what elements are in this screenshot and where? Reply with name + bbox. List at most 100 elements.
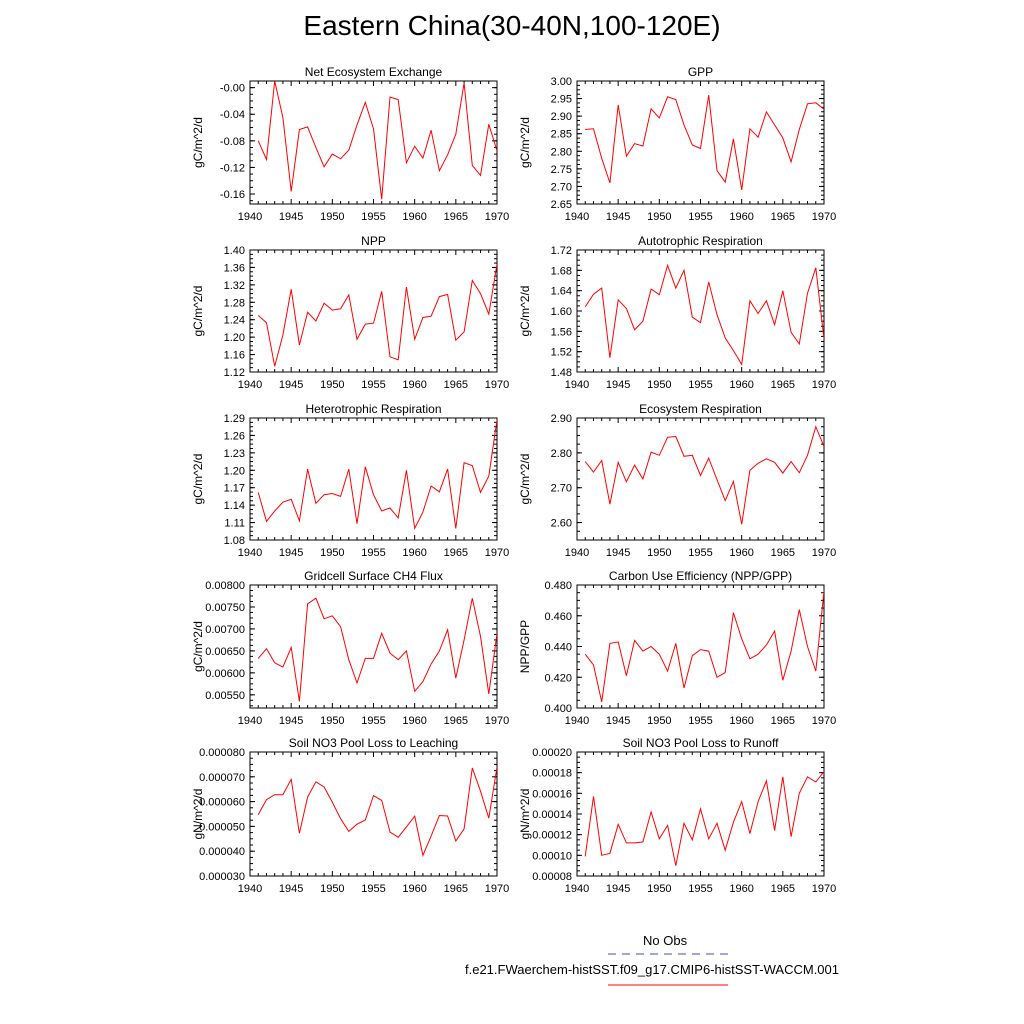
y-tick-label: 0.00018 <box>532 768 572 780</box>
y-tick-label: 1.26 <box>224 430 245 442</box>
x-tick-label: 1960 <box>402 715 426 727</box>
x-tick-label: 1955 <box>688 547 712 559</box>
y-tick-label: 0.460 <box>544 611 572 623</box>
x-tick-label: 1970 <box>812 715 836 727</box>
x-tick-label: 1940 <box>565 211 589 223</box>
x-tick-label: 1945 <box>606 379 630 391</box>
y-tick-label: -0.00 <box>220 83 245 95</box>
y-axis-label: gC/m^2/d <box>191 117 205 168</box>
y-tick-label: 1.40 <box>224 245 245 257</box>
y-tick-label: 1.29 <box>224 413 245 425</box>
y-tick-label: 1.20 <box>224 332 245 344</box>
plot-frame <box>576 751 825 877</box>
y-axis-label: gC/m^2/d <box>518 454 532 505</box>
x-tick-label: 1940 <box>565 547 589 559</box>
y-tick-label: 1.12 <box>224 367 245 379</box>
x-tick-label: 1950 <box>647 211 671 223</box>
series-line <box>584 591 824 703</box>
y-tick-label: 0.420 <box>544 672 572 684</box>
x-tick-label: 1955 <box>361 211 385 223</box>
x-tick-label: 1965 <box>771 883 795 895</box>
x-tick-label: 1940 <box>238 547 262 559</box>
x-tick-label: 1950 <box>647 883 671 895</box>
x-tick-label: 1960 <box>729 883 753 895</box>
y-axis-label: gN/m^2/d <box>191 789 205 840</box>
panel-title: Autotrophic Respiration <box>638 234 763 248</box>
chart-panel-5: Heterotrophic Respiration gC/m^2/d 1940 194… <box>191 402 509 559</box>
x-tick-label: 1940 <box>238 883 262 895</box>
y-tick-label: 0.00800 <box>205 580 245 592</box>
series-line <box>257 419 497 531</box>
y-axis-label: NPP/GPP <box>518 620 532 673</box>
y-tick-label: 1.16 <box>224 350 245 362</box>
y-axis-label: gN/m^2/d <box>518 789 532 840</box>
legend-line-no-obs <box>608 953 728 955</box>
y-tick-label: 0.000040 <box>199 846 245 858</box>
x-tick-label: 1965 <box>444 211 468 223</box>
y-tick-label: -0.16 <box>220 189 245 201</box>
y-tick-label: 0.00012 <box>532 830 572 842</box>
y-tick-label: 1.08 <box>224 535 245 547</box>
y-tick-label: 1.52 <box>551 347 572 359</box>
y-tick-label: 0.000030 <box>199 871 245 883</box>
x-tick-label: 1950 <box>320 715 344 727</box>
x-tick-label: 1965 <box>444 883 468 895</box>
y-tick-label: -0.08 <box>220 136 245 148</box>
x-tick-label: 1950 <box>647 547 671 559</box>
x-tick-label: 1940 <box>565 883 589 895</box>
y-tick-label: 0.000050 <box>199 821 245 833</box>
x-tick-label: 1950 <box>647 715 671 727</box>
x-tick-label: 1965 <box>444 379 468 391</box>
x-tick-label: 1945 <box>606 211 630 223</box>
x-tick-label: 1965 <box>771 211 795 223</box>
y-tick-label: 2.70 <box>551 181 572 193</box>
plot-frame <box>576 584 825 709</box>
x-tick-label: 1970 <box>812 379 836 391</box>
y-tick-label: 2.80 <box>551 146 572 158</box>
y-tick-label: 0.00700 <box>205 624 245 636</box>
y-tick-label: 1.11 <box>224 518 245 530</box>
series-line <box>257 597 497 702</box>
y-tick-label: 0.480 <box>544 580 572 592</box>
x-tick-label: 1945 <box>279 211 303 223</box>
y-tick-label: 1.48 <box>551 367 572 379</box>
x-tick-label: 1945 <box>279 883 303 895</box>
x-tick-label: 1955 <box>361 547 385 559</box>
x-tick-label: 1960 <box>729 715 753 727</box>
panel-title: Heterotrophic Respiration <box>305 402 441 416</box>
y-tick-label: 2.80 <box>551 448 572 460</box>
x-tick-label: 1950 <box>647 379 671 391</box>
series-line <box>584 425 824 525</box>
y-tick-label: 1.36 <box>224 262 245 274</box>
y-axis-label: gC/m^2/d <box>518 117 532 168</box>
y-tick-label: 0.000060 <box>199 797 245 809</box>
x-tick-label: 1950 <box>320 547 344 559</box>
x-tick-label: 1960 <box>402 883 426 895</box>
x-tick-label: 1965 <box>444 547 468 559</box>
x-tick-label: 1965 <box>444 715 468 727</box>
legend-label-model-run: f.e21.FWaerchem-histSST.f09_g17.CMIP6-hi… <box>465 962 839 977</box>
series-line <box>257 766 497 858</box>
panel-title: Soil NO3 Pool Loss to Leaching <box>289 736 458 750</box>
x-tick-label: 1940 <box>238 379 262 391</box>
y-tick-label: -0.04 <box>220 109 245 121</box>
y-tick-label: 2.85 <box>551 129 572 141</box>
chart-panel-4: Autotrophic Respiration gC/m^2/d 1940 1945 1… <box>518 234 836 391</box>
panel-title: Soil NO3 Pool Loss to Runoff <box>623 736 780 750</box>
x-tick-label: 1960 <box>729 547 753 559</box>
y-tick-label: 0.400 <box>544 703 572 715</box>
x-tick-label: 1945 <box>279 715 303 727</box>
x-tick-label: 1940 <box>238 715 262 727</box>
y-tick-label: 3.00 <box>551 76 572 88</box>
x-tick-label: 1950 <box>320 379 344 391</box>
x-tick-label: 1960 <box>729 379 753 391</box>
legend-label-no-obs: No Obs <box>643 933 688 948</box>
x-tick-label: 1955 <box>688 715 712 727</box>
plot-frame <box>576 417 825 541</box>
panel-title: Carbon Use Efficiency (NPP/GPP) <box>609 569 792 583</box>
y-tick-label: 2.95 <box>551 94 572 106</box>
x-tick-label: 1940 <box>238 211 262 223</box>
y-tick-label: 2.75 <box>551 164 572 176</box>
y-tick-label: 1.60 <box>551 306 572 318</box>
